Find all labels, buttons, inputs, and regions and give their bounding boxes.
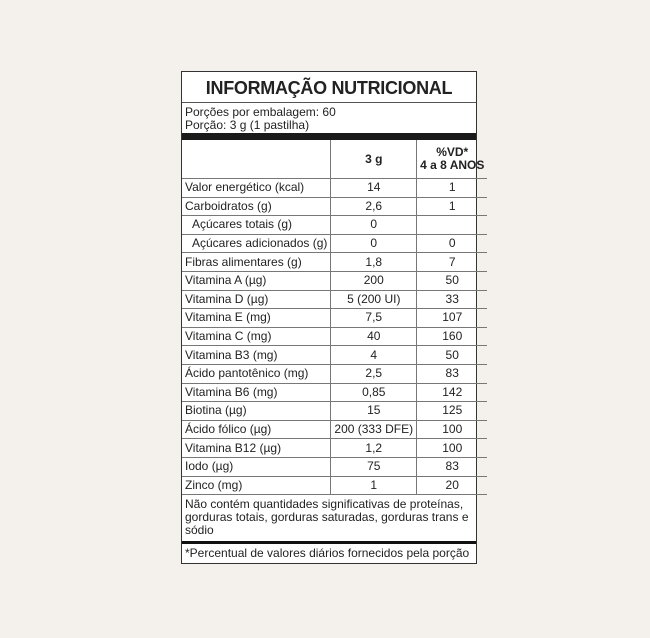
nutrient-amount: 75 (330, 457, 417, 477)
serving-size: Porção: 3 g (1 pastilha) (185, 117, 310, 132)
table-row: Açúcares adicionados (g) 0 0 (182, 234, 488, 254)
nutrient-dv (416, 215, 488, 235)
table-row: Fibras alimentares (g) 1,8 7 (182, 252, 488, 272)
nutrient-dv: 100 (416, 438, 488, 458)
nutrient-dv: 50 (416, 271, 488, 291)
nutrient-name: Carboidratos (g) (182, 197, 331, 217)
header-nutrient (182, 140, 331, 179)
nutrient-name: Vitamina B6 (mg) (182, 383, 331, 403)
nutrient-name: Iodo (µg) (182, 457, 331, 477)
nutrition-table: 3 g %VD* 4 a 8 ANOS Valor energético (kca… (182, 140, 488, 496)
nutrient-dv: 83 (416, 364, 488, 384)
footnote: *Percentual de valores diários fornecido… (185, 546, 470, 561)
table-row: Vitamina B12 (µg) 1,2 100 (182, 438, 488, 458)
nutrient-name: Ácido fólico (µg) (182, 420, 331, 440)
table-row: Vitamina D (µg) 5 (200 UI) 33 (182, 290, 488, 310)
nutrient-amount: 200 (333 DFE) (330, 420, 417, 440)
nutrient-amount: 0 (330, 215, 417, 235)
nutrient-amount: 1,2 (330, 438, 417, 458)
table-row: Valor energético (kcal) 14 1 (182, 178, 488, 198)
nutrient-amount: 40 (330, 327, 417, 347)
label-title: INFORMAÇÃO NUTRICIONAL (182, 72, 476, 103)
nutrient-amount: 14 (330, 178, 417, 198)
nutrient-amount: 0 (330, 234, 417, 254)
nutrient-name: Biotina (µg) (182, 401, 331, 421)
nutrient-name: Valor energético (kcal) (182, 178, 331, 198)
table-row: Vitamina B3 (mg) 4 50 (182, 345, 488, 365)
nutrient-amount: 1 (330, 476, 417, 496)
nutrient-name: Vitamina B3 (mg) (182, 345, 331, 365)
nutrient-name: Ácido pantotênico (mg) (182, 364, 331, 384)
table-row: Ácido pantotênico (mg) 2,5 83 (182, 364, 488, 384)
nutrient-name: Vitamina E (mg) (182, 308, 331, 328)
header-dv: %VD* 4 a 8 ANOS (416, 140, 488, 179)
nutrient-dv: 83 (416, 457, 488, 477)
nutrient-dv: 0 (416, 234, 488, 254)
table-row: Vitamina B6 (mg) 0,85 142 (182, 383, 488, 403)
table-header: 3 g %VD* 4 a 8 ANOS (182, 140, 488, 179)
nutrient-amount: 2,6 (330, 197, 417, 217)
nutrient-amount: 15 (330, 401, 417, 421)
nutrient-amount: 7,5 (330, 308, 417, 328)
nutrient-dv: 1 (416, 178, 488, 198)
nutrient-amount: 2,5 (330, 364, 417, 384)
table-row: Vitamina A (µg) 200 50 (182, 271, 488, 291)
nutrient-dv: 33 (416, 290, 488, 310)
thick-divider (182, 133, 476, 140)
nutrition-facts-label: INFORMAÇÃO NUTRICIONAL Porções por embal… (181, 71, 488, 565)
nutrient-amount: 200 (330, 271, 417, 291)
nutrient-name: Fibras alimentares (g) (182, 252, 331, 272)
table-row: Ácido fólico (µg) 200 (333 DFE) 100 (182, 420, 488, 440)
table-row: Carboidratos (g) 2,6 1 (182, 197, 488, 217)
table-row: Vitamina C (mg) 40 160 (182, 327, 488, 347)
nutrient-name: Vitamina D (µg) (182, 290, 331, 310)
nutrient-name: Vitamina A (µg) (182, 271, 331, 291)
nutrient-dv: 1 (416, 197, 488, 217)
nutrient-name: Vitamina B12 (µg) (182, 438, 331, 458)
table-row: Iodo (µg) 75 83 (182, 457, 488, 477)
nutrient-name: Açúcares adicionados (g) (182, 234, 331, 254)
nutrient-amount: 5 (200 UI) (330, 290, 417, 310)
nutrient-dv: 7 (416, 252, 488, 272)
nutrient-dv: 100 (416, 420, 488, 440)
nutrient-name: Zinco (mg) (182, 476, 331, 496)
servings-per-package: Porções por embalagem: 60 (185, 105, 336, 119)
nutrient-name: Açúcares totais (g) (182, 215, 331, 235)
header-dv-age: 4 a 8 ANOS (420, 158, 485, 172)
nutrient-amount: 0,85 (330, 383, 417, 403)
table-row: Açúcares totais (g) 0 (182, 215, 488, 235)
header-dv-label: %VD* (436, 145, 469, 159)
table-row: Zinco (mg) 1 20 (182, 476, 488, 496)
nutrient-dv: 125 (416, 401, 488, 421)
header-amount: 3 g (330, 140, 417, 179)
portion-info: Porções por embalagem: 60 Porção: 3 g (1… (182, 103, 476, 133)
table-row: Biotina (µg) 15 125 (182, 401, 488, 421)
nutrient-dv: 160 (416, 327, 488, 347)
nutrient-amount: 1,8 (330, 252, 417, 272)
note: Não contém quantidades significativas de… (182, 495, 476, 545)
nutrient-amount: 4 (330, 345, 417, 365)
nutrient-dv: 20 (416, 476, 488, 496)
nutrient-dv: 107 (416, 308, 488, 328)
nutrient-dv: 50 (416, 345, 488, 365)
table-row: Vitamina E (mg) 7,5 107 (182, 308, 488, 328)
nutrient-name: Vitamina C (mg) (182, 327, 331, 347)
nutrient-dv: 142 (416, 383, 488, 403)
